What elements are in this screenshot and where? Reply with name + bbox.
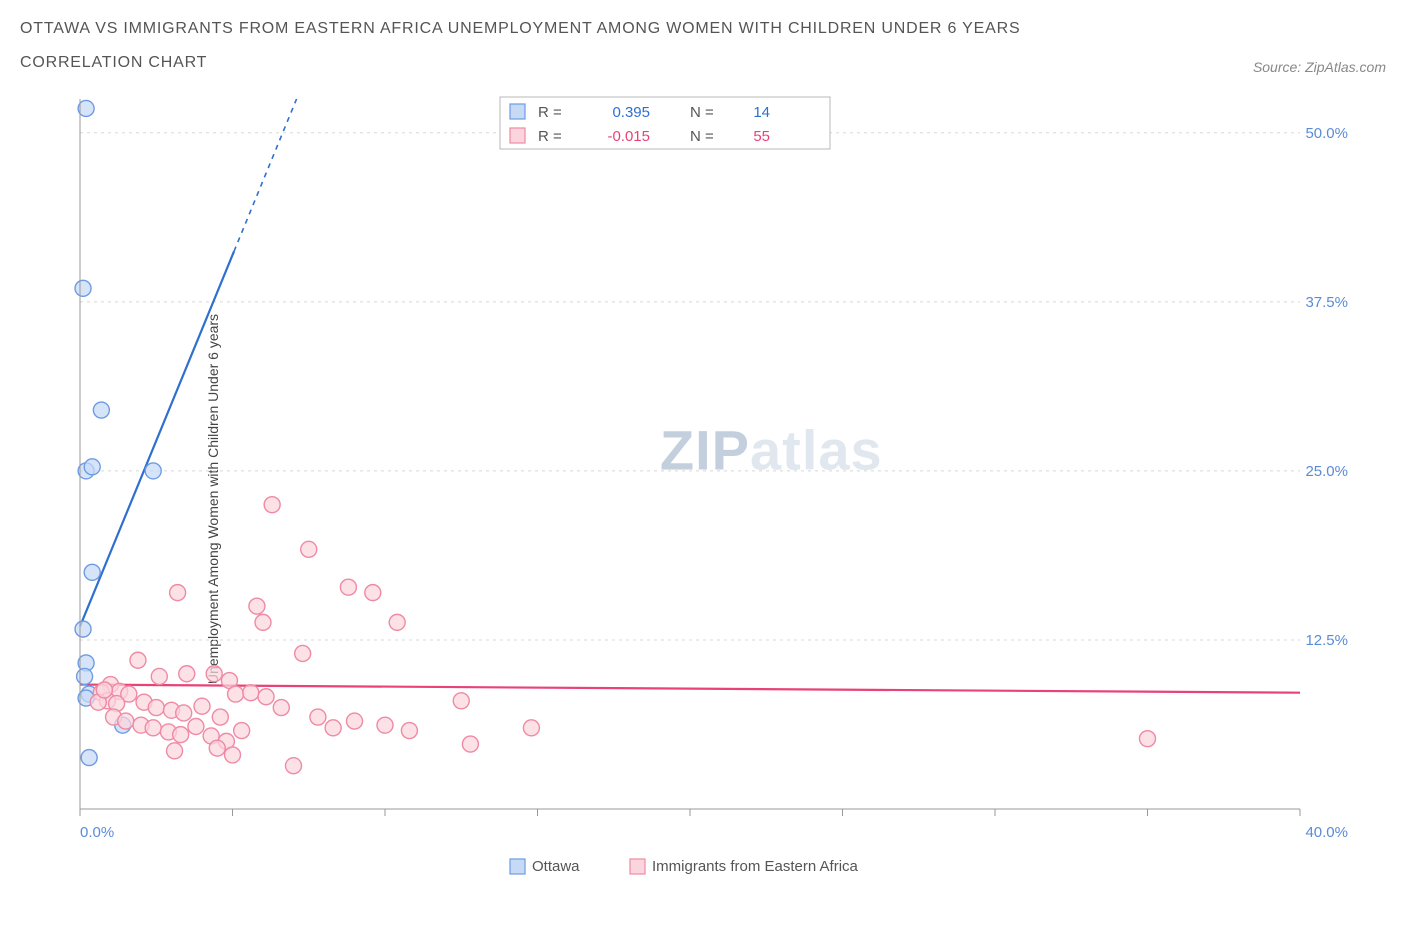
data-point [81,750,97,766]
data-point [234,723,250,739]
data-point [167,743,183,759]
data-point [212,709,228,725]
legend-series-label: Immigrants from Eastern Africa [652,858,859,875]
data-point [286,758,302,774]
legend-swatch [510,859,525,874]
y-tick-label: 25.0% [1305,463,1348,480]
data-point [453,693,469,709]
data-point [1140,731,1156,747]
data-point [273,700,289,716]
data-point [77,669,93,685]
data-point [225,747,241,763]
y-tick-label: 50.0% [1305,125,1348,142]
data-point [325,720,341,736]
title-line-1: OTTAWA VS IMMIGRANTS FROM EASTERN AFRICA… [20,20,1020,37]
chart-title: OTTAWA VS IMMIGRANTS FROM EASTERN AFRICA… [20,16,1020,75]
source-attribution: Source: ZipAtlas.com [1253,59,1386,75]
legend-swatch [630,859,645,874]
data-point [188,719,204,735]
data-point [194,698,210,714]
legend-n-label: N = [690,104,714,121]
title-line-2: CORRELATION CHART [20,50,1020,76]
data-point [130,652,146,668]
data-point [228,686,244,702]
data-point [523,720,539,736]
legend-n-value: 14 [753,104,770,121]
legend-n-label: N = [690,128,714,145]
data-point [209,740,225,756]
legend-r-value: -0.015 [607,128,650,145]
legend-series-label: Ottawa [532,858,580,875]
data-point [96,682,112,698]
data-point [84,459,100,475]
data-point [310,709,326,725]
header-row: OTTAWA VS IMMIGRANTS FROM EASTERN AFRICA… [0,0,1406,79]
legend-swatch [510,128,525,143]
data-point [170,585,186,601]
data-point [75,281,91,297]
trend-line [80,251,234,626]
data-point [340,579,356,595]
x-end-label: 40.0% [1305,824,1348,841]
data-point [389,615,405,631]
data-point [93,402,109,418]
data-point [243,685,259,701]
data-point [258,689,274,705]
data-point [151,669,167,685]
trend-line-dashed [234,99,297,251]
legend-swatch [510,104,525,119]
data-point [365,585,381,601]
data-point [255,615,271,631]
data-point [145,463,161,479]
data-point [206,666,222,682]
legend-r-label: R = [538,128,562,145]
data-point [118,713,134,729]
data-point [176,705,192,721]
data-point [249,598,265,614]
x-start-label: 0.0% [80,824,114,841]
data-point [295,646,311,662]
data-point [148,700,164,716]
data-point [347,713,363,729]
y-tick-label: 37.5% [1305,294,1348,311]
data-point [301,542,317,558]
legend-r-label: R = [538,104,562,121]
data-point [377,717,393,733]
data-point [179,666,195,682]
y-tick-label: 12.5% [1305,632,1348,649]
legend-n-value: 55 [753,128,770,145]
data-point [145,720,161,736]
data-point [264,497,280,513]
data-point [75,621,91,637]
data-point [401,723,417,739]
data-point [462,736,478,752]
chart-container: Unemployment Among Women with Children U… [20,89,1386,909]
scatter-chart: 12.5% 25.0% 37.5% 50.0% R = 0.395 N = 14 R = -0.0… [70,89,1360,899]
legend-r-value: 0.395 [612,104,650,121]
data-point [173,727,189,743]
data-point [84,565,100,581]
